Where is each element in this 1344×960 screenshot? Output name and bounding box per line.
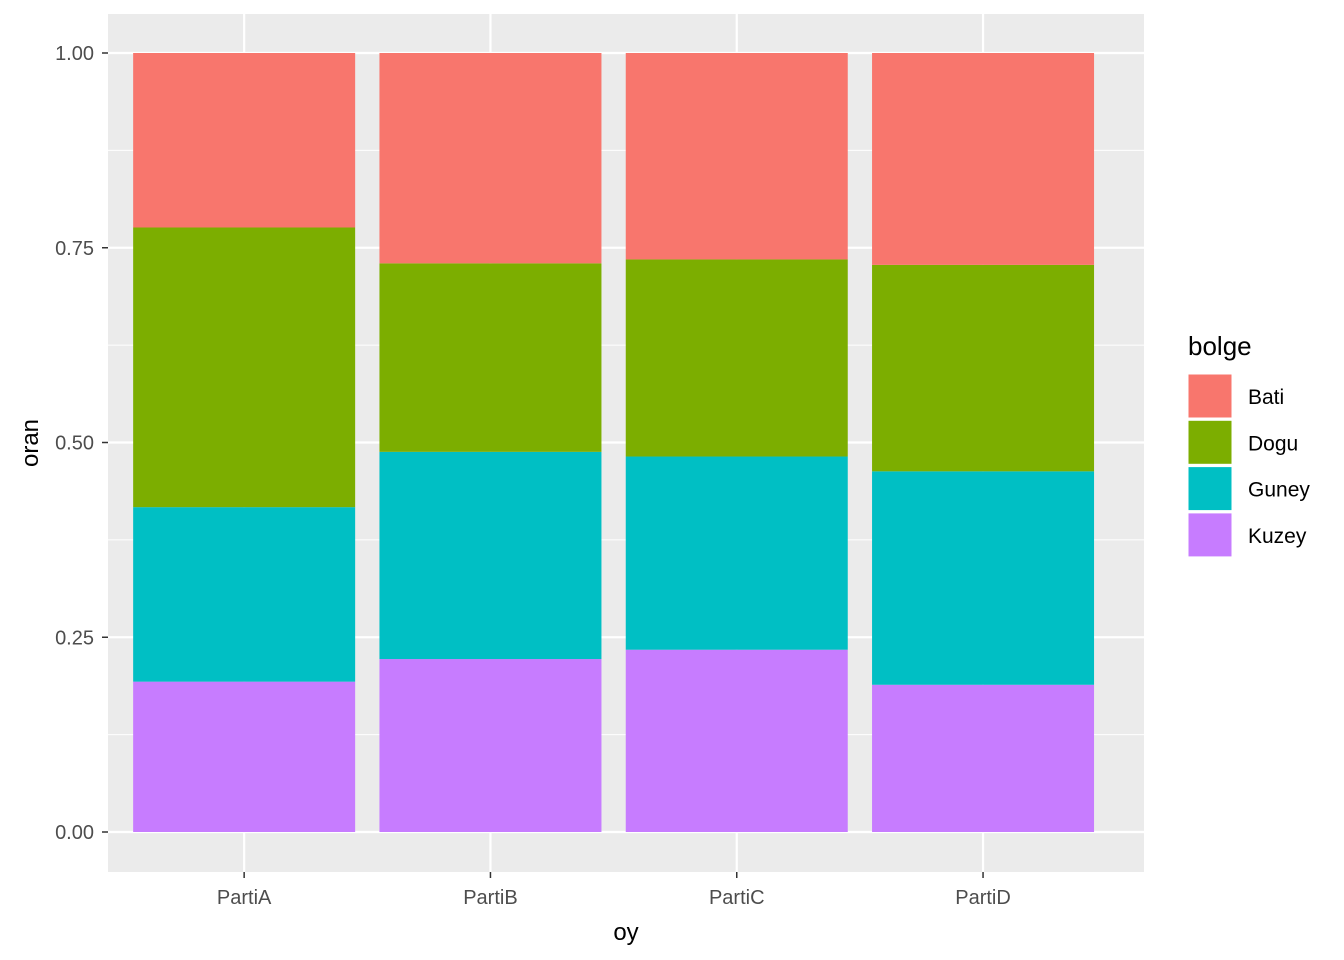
y-tick-label: 0.50	[55, 433, 94, 455]
legend-label-dogu: Dogu	[1248, 432, 1298, 455]
bar-segment-PartiD-Bati	[872, 53, 1095, 265]
bar-segment-PartiD-Guney	[872, 471, 1095, 685]
y-axis-title: oran	[17, 419, 44, 467]
y-tick-label: 1.00	[55, 43, 94, 65]
x-tick-label: PartiB	[463, 887, 517, 909]
bar-segment-PartiC-Bati	[625, 53, 848, 260]
bar-segment-PartiA-Dogu	[133, 227, 356, 508]
y-tick-label: 0.00	[55, 822, 94, 844]
bar-segment-PartiD-Dogu	[872, 264, 1095, 472]
bars	[133, 53, 1095, 832]
x-axis: PartiA PartiB PartiC PartiD	[217, 872, 1011, 909]
legend: bolge Bati Dogu Guney Kuzey	[1187, 331, 1310, 558]
bar-segment-PartiD-Kuzey	[872, 684, 1095, 832]
legend-key-dogu	[1187, 419, 1233, 465]
bar-segment-PartiB-Guney	[379, 451, 602, 660]
bar-segment-PartiB-Kuzey	[379, 659, 602, 832]
y-tick-label: 0.25	[55, 627, 94, 649]
legend-label-kuzey: Kuzey	[1248, 525, 1307, 548]
bar-segment-PartiA-Guney	[133, 507, 356, 682]
bar-segment-PartiB-Dogu	[379, 263, 602, 452]
legend-key-kuzey	[1187, 512, 1233, 558]
legend-key-bati	[1187, 373, 1233, 419]
legend-label-guney: Guney	[1248, 479, 1310, 502]
bar-segment-PartiC-Kuzey	[625, 649, 848, 832]
bar-segment-PartiC-Guney	[625, 456, 848, 650]
bar-segment-PartiA-Bati	[133, 53, 356, 228]
x-tick-label: PartiC	[709, 887, 765, 909]
legend-key-guney	[1187, 466, 1233, 512]
x-tick-label: PartiD	[955, 887, 1011, 909]
x-tick-label: PartiA	[217, 887, 272, 909]
legend-label-bati: Bati	[1248, 386, 1284, 409]
bar-segment-PartiA-Kuzey	[133, 681, 356, 832]
legend-title: bolge	[1188, 331, 1252, 361]
y-axis: 0.00 0.25 0.50 0.75 1.00	[55, 43, 108, 844]
y-tick-label: 0.75	[55, 238, 94, 260]
x-axis-title: oy	[613, 919, 638, 946]
bar-segment-PartiC-Dogu	[625, 259, 848, 457]
bar-segment-PartiB-Bati	[379, 53, 602, 264]
